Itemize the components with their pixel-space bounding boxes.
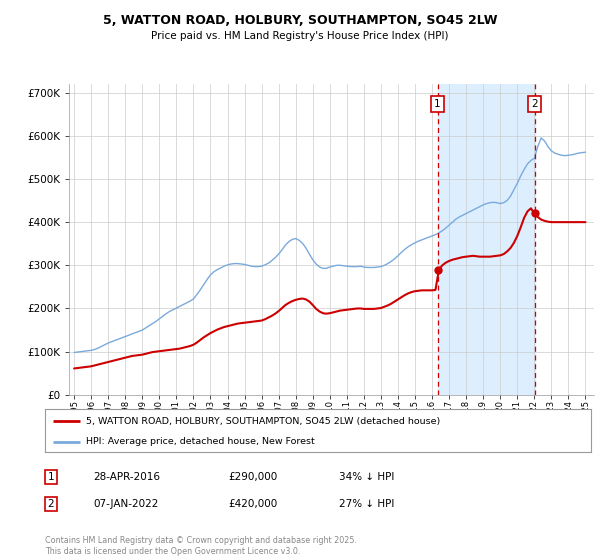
Text: 2: 2 xyxy=(532,99,538,109)
Text: 2: 2 xyxy=(47,499,55,509)
Text: 28-APR-2016: 28-APR-2016 xyxy=(93,472,160,482)
Text: £420,000: £420,000 xyxy=(228,499,277,509)
Text: 07-JAN-2022: 07-JAN-2022 xyxy=(93,499,158,509)
Text: 5, WATTON ROAD, HOLBURY, SOUTHAMPTON, SO45 2LW (detached house): 5, WATTON ROAD, HOLBURY, SOUTHAMPTON, SO… xyxy=(86,417,440,426)
Text: £290,000: £290,000 xyxy=(228,472,277,482)
Text: HPI: Average price, detached house, New Forest: HPI: Average price, detached house, New … xyxy=(86,437,314,446)
Text: 1: 1 xyxy=(434,99,441,109)
Text: 1: 1 xyxy=(47,472,55,482)
Bar xyxy=(437,84,535,395)
Text: 34% ↓ HPI: 34% ↓ HPI xyxy=(339,472,394,482)
Text: Price paid vs. HM Land Registry's House Price Index (HPI): Price paid vs. HM Land Registry's House … xyxy=(151,31,449,41)
Text: Contains HM Land Registry data © Crown copyright and database right 2025.
This d: Contains HM Land Registry data © Crown c… xyxy=(45,536,357,556)
Text: 27% ↓ HPI: 27% ↓ HPI xyxy=(339,499,394,509)
Text: 5, WATTON ROAD, HOLBURY, SOUTHAMPTON, SO45 2LW: 5, WATTON ROAD, HOLBURY, SOUTHAMPTON, SO… xyxy=(103,14,497,27)
